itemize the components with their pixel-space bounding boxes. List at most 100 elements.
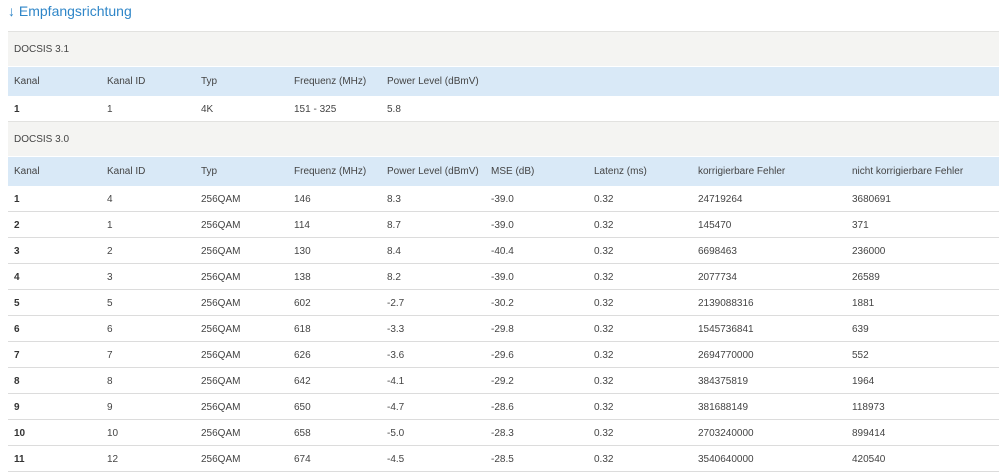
table-cell: -29.2 [491,376,514,387]
table-cell: 8 [14,376,20,387]
table-cell: 0.32 [594,428,614,439]
table-cell: 256QAM [201,350,241,361]
table-cell: 552 [852,350,869,361]
table-cell: 2703240000 [698,428,754,439]
table-cell: 2 [107,246,113,257]
table-row: 6 6 256QAM 618 -3.3 -29.8 0.32 1545736841 639 [8,316,999,342]
table-cell: 0.32 [594,246,614,257]
table-cell: 9 [107,402,113,413]
table-cell: 618 [294,324,311,335]
table-cell: 256QAM [201,402,241,413]
table-cell: 24719264 [698,194,743,205]
table-row: 9 9 256QAM 650 -4.7 -28.6 0.32 381688149 118973 [8,394,999,420]
table-cell: 1 [14,104,20,115]
section-toggle[interactable]: ↓ Empfangsrichtung [8,3,132,19]
table-cell: 256QAM [201,246,241,257]
table-cell: 8.3 [387,194,401,205]
table-cell: 10 [107,428,119,439]
table-cell: 256QAM [201,428,241,439]
table-cell: 7 [107,350,113,361]
table-cell: -5.0 [387,428,405,439]
table-cell: 6 [14,324,20,335]
column-header: Kanal [14,76,40,87]
table-cell: 1 [107,104,113,115]
table-cell: 0.32 [594,454,614,465]
column-header-row: Kanal Kanal ID Typ Frequenz (MHz) Power Leve… [8,67,999,96]
table-cell: 602 [294,298,311,309]
table-cell: 0.32 [594,272,614,283]
table-cell: 3 [107,272,113,283]
table-cell: -29.8 [491,324,514,335]
table-cell: 384375819 [698,376,749,387]
table-cell: 0.32 [594,220,614,231]
table-row: 7 7 256QAM 626 -3.6 -29.6 0.32 2694770000 552 [8,342,999,368]
table-cell: 138 [294,272,311,283]
column-header: Power Level (dBmV) [387,166,479,177]
table-cell: 145470 [698,220,732,231]
table-cell: 130 [294,246,311,257]
column-header: Latenz (ms) [594,166,647,177]
table-cell: -28.6 [491,402,514,413]
table-cell: 4K [201,104,214,115]
table-row: 5 5 256QAM 602 -2.7 -30.2 0.32 2139088316 1881 [8,290,999,316]
table-cell: 2694770000 [698,350,754,361]
column-header: nicht korrigierbare Fehler [852,166,964,177]
table-cell: 3680691 [852,194,891,205]
table-cell: 1 [107,220,113,231]
table-row: 2 1 256QAM 114 8.7 -39.0 0.32 145470 371 [8,212,999,238]
table-cell: 6 [107,324,113,335]
table-cell: 8 [107,376,113,387]
table-cell: -4.5 [387,454,405,465]
table-cell: 626 [294,350,311,361]
table-cell: 146 [294,194,311,205]
table-cell: 6698463 [698,246,737,257]
table-cell: 674 [294,454,311,465]
table-cell: 256QAM [201,220,241,231]
section-title: DOCSIS 3.0 [14,134,70,145]
section-header: DOCSIS 3.0 [8,121,999,156]
table-row: 8 8 256QAM 642 -4.1 -29.2 0.32 384375819 1964 [8,368,999,394]
table-cell: 0.32 [594,324,614,335]
column-header: MSE (dB) [491,166,535,177]
table-cell: 256QAM [201,194,241,205]
table-cell: 5.8 [387,104,401,115]
table-cell: 1 [14,194,20,205]
table-cell: 118973 [852,402,885,413]
table-cell: 642 [294,376,311,387]
column-header: Kanal ID [107,76,146,87]
table-cell: 256QAM [201,376,241,387]
table-cell: 420540 [852,454,886,465]
column-header-row: Kanal Kanal ID Typ Frequenz (MHz) Power Leve… [8,157,999,186]
table-cell: -39.0 [491,272,514,283]
table-cell: 256QAM [201,454,241,465]
table-cell: -28.3 [491,428,514,439]
table-cell: -30.2 [491,298,514,309]
table-cell: 26589 [852,272,880,283]
table-cell: 236000 [852,246,886,257]
column-header: korrigierbare Fehler [698,166,786,177]
column-header: Kanal ID [107,166,146,177]
table-row: 4 3 256QAM 138 8.2 -39.0 0.32 2077734 26589 [8,264,999,290]
column-header: Frequenz (MHz) [294,76,367,87]
table-cell: 381688149 [698,402,749,413]
table-cell: -40.4 [491,246,514,257]
table-cell: 256QAM [201,272,241,283]
column-header: Typ [201,76,218,87]
table-cell: 0.32 [594,298,614,309]
table-row: 3 2 256QAM 130 8.4 -40.4 0.32 6698463 236000 [8,238,999,264]
table-cell: 8.4 [387,246,401,257]
table-cell: -39.0 [491,220,514,231]
table-cell: 11 [14,454,25,465]
section-title: DOCSIS 3.1 [14,44,70,55]
table-cell: 5 [14,298,20,309]
table-row: 11 12 256QAM 674 -4.5 -28.5 0.32 3540640000 4205… [8,446,999,472]
table-cell: 639 [852,324,869,335]
table-row: 1 1 4K 151 - 325 5.8 [8,96,999,122]
table-cell: 8.7 [387,220,401,231]
table-cell: 9 [14,402,20,413]
table-row: 1 4 256QAM 146 8.3 -39.0 0.32 24719264 3680691 [8,186,999,212]
table-cell: 650 [294,402,311,413]
table-cell: -39.0 [491,194,514,205]
table-cell: -4.7 [387,402,405,413]
